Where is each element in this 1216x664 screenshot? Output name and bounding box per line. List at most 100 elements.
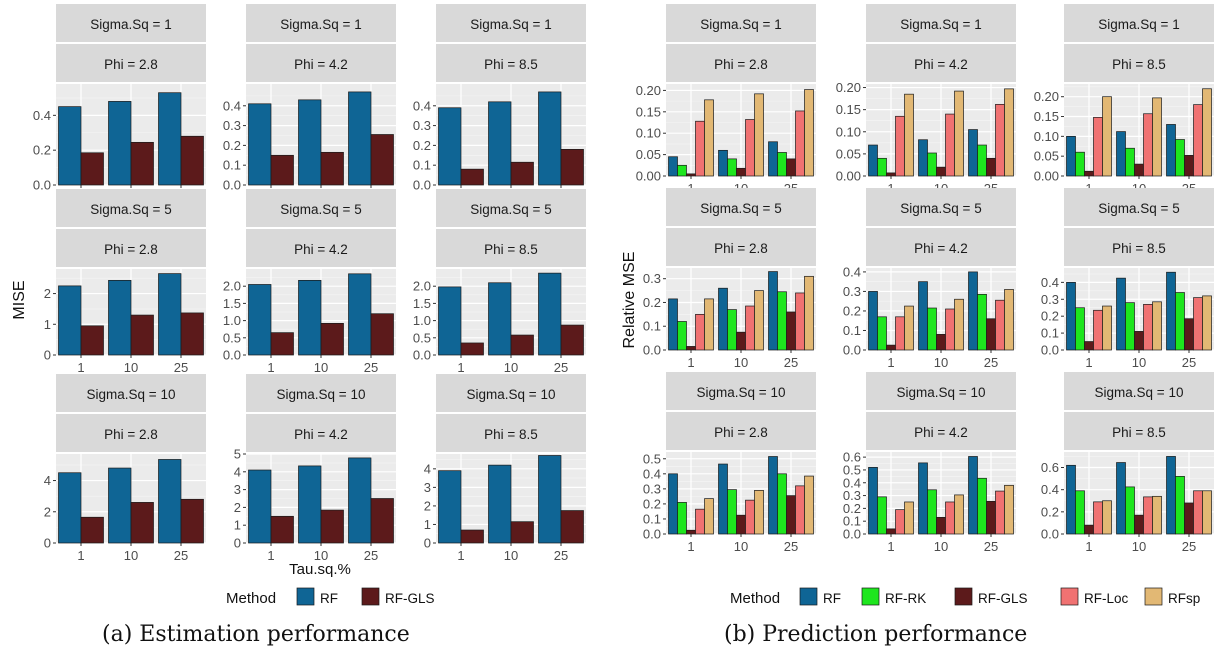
facet-label: Sigma.Sq = 5: [280, 202, 361, 217]
bar: [968, 129, 978, 177]
y-tick-label: 0.4: [843, 475, 861, 490]
bar: [727, 309, 737, 351]
bar: [786, 495, 796, 535]
bar: [460, 342, 484, 356]
y-tick-label: 0.2: [33, 143, 51, 158]
y-tick-label: 0.0: [413, 348, 431, 363]
bar: [298, 280, 322, 356]
y-tick-label: 0.0: [1041, 527, 1059, 542]
facet-strip: [56, 414, 206, 452]
x-tick-label: 1: [687, 539, 694, 554]
panel: Sigma.Sq = 5 Phi = 8.5 0.0 0.1 0.2 0.3 0.4 1 10 2…: [1041, 188, 1214, 370]
y-tick-label: 0.2: [643, 496, 661, 511]
bar: [348, 91, 372, 186]
facet-strip: [56, 229, 206, 267]
bar: [927, 307, 937, 351]
y-tick-label: 0: [424, 536, 431, 551]
bar: [668, 473, 678, 535]
legend-label: RFsp: [1168, 591, 1200, 606]
legend-swatch: [296, 587, 315, 606]
facet-label: Sigma.Sq = 5: [900, 201, 981, 216]
bar: [986, 157, 996, 177]
facet-strip: [666, 372, 816, 410]
y-tick-label: 0.0: [1041, 343, 1059, 358]
bar: [538, 272, 562, 356]
bar: [1202, 88, 1212, 177]
facet-strip: [246, 189, 396, 227]
y-tick-label: 0.0: [413, 178, 431, 193]
bar: [108, 280, 132, 356]
x-tick-label: 10: [1132, 355, 1146, 370]
y-tick-label: 0.00: [1034, 169, 1059, 184]
facet-label: Sigma.Sq = 10: [467, 387, 556, 402]
bar: [736, 331, 746, 351]
y-tick-label: 0.6: [1041, 460, 1059, 475]
bar: [80, 152, 104, 186]
legend-label: RF-GLS: [978, 591, 1028, 606]
x-tick-label: 25: [1182, 539, 1196, 554]
panel: Sigma.Sq = 1 Phi = 4.2 0.00 0.05 0.10 0.15 0.2…: [836, 4, 1016, 196]
facet-strip: [866, 228, 1016, 266]
bar: [677, 502, 687, 535]
bar: [1193, 490, 1203, 535]
bar: [868, 467, 878, 535]
y-tick-label: 0.5: [843, 462, 861, 477]
legend-swatch: [861, 587, 880, 606]
bar: [1152, 97, 1162, 177]
bar: [1193, 297, 1203, 351]
facet-label: Sigma.Sq = 1: [900, 17, 981, 32]
x-tick-label: 10: [124, 548, 138, 563]
facet-strip: [436, 4, 586, 42]
facet-label: Phi = 8.5: [484, 242, 538, 257]
y-tick-label: 2: [44, 286, 51, 301]
facet-strip: [866, 412, 1016, 450]
y-tick-label: 0.4: [843, 264, 861, 279]
bar: [677, 321, 687, 351]
bar: [1193, 104, 1203, 177]
y-tick-label: 0.0: [843, 343, 861, 358]
facet-strip: [666, 228, 816, 266]
bar: [1184, 502, 1194, 535]
y-tick-label: 0.0: [223, 348, 241, 363]
y-tick-label: 0.15: [636, 104, 661, 119]
bar: [158, 92, 182, 186]
bar: [686, 529, 696, 535]
bar: [58, 106, 82, 186]
bar: [270, 332, 294, 356]
bar: [895, 509, 905, 535]
y-tick-label: 0.0: [843, 527, 861, 542]
bar: [795, 110, 805, 177]
bar: [80, 325, 104, 356]
bar: [560, 324, 584, 356]
bar: [80, 516, 104, 544]
y-tick-label: 0: [234, 536, 241, 551]
x-axis-title: Tau.sq.%: [289, 561, 351, 578]
bar: [1143, 496, 1153, 535]
y-tick-label: 0.4: [413, 98, 431, 113]
bar: [745, 305, 755, 351]
facet-strip: [866, 4, 1016, 42]
bar: [1152, 301, 1162, 351]
bar: [754, 290, 764, 351]
bar: [1134, 163, 1144, 177]
y-tick-label: 0.3: [843, 488, 861, 503]
bar: [180, 135, 204, 186]
bar: [977, 294, 987, 351]
bar: [995, 299, 1005, 351]
facet-strip: [1064, 412, 1214, 450]
facet-label: Phi = 2.8: [714, 425, 768, 440]
y-tick-label: 1.5: [413, 296, 431, 311]
facet-strip: [666, 188, 816, 226]
y-tick-label: 0.4: [1041, 275, 1059, 290]
y-tick-label: 0.00: [636, 169, 661, 184]
facet-label: Sigma.Sq = 1: [470, 17, 551, 32]
bar: [298, 465, 322, 544]
bar: [1184, 318, 1194, 351]
y-tick-label: 0.4: [1041, 482, 1059, 497]
facet-label: Phi = 8.5: [1112, 241, 1166, 256]
facet-label: Phi = 4.2: [914, 241, 968, 256]
bar: [986, 500, 996, 535]
